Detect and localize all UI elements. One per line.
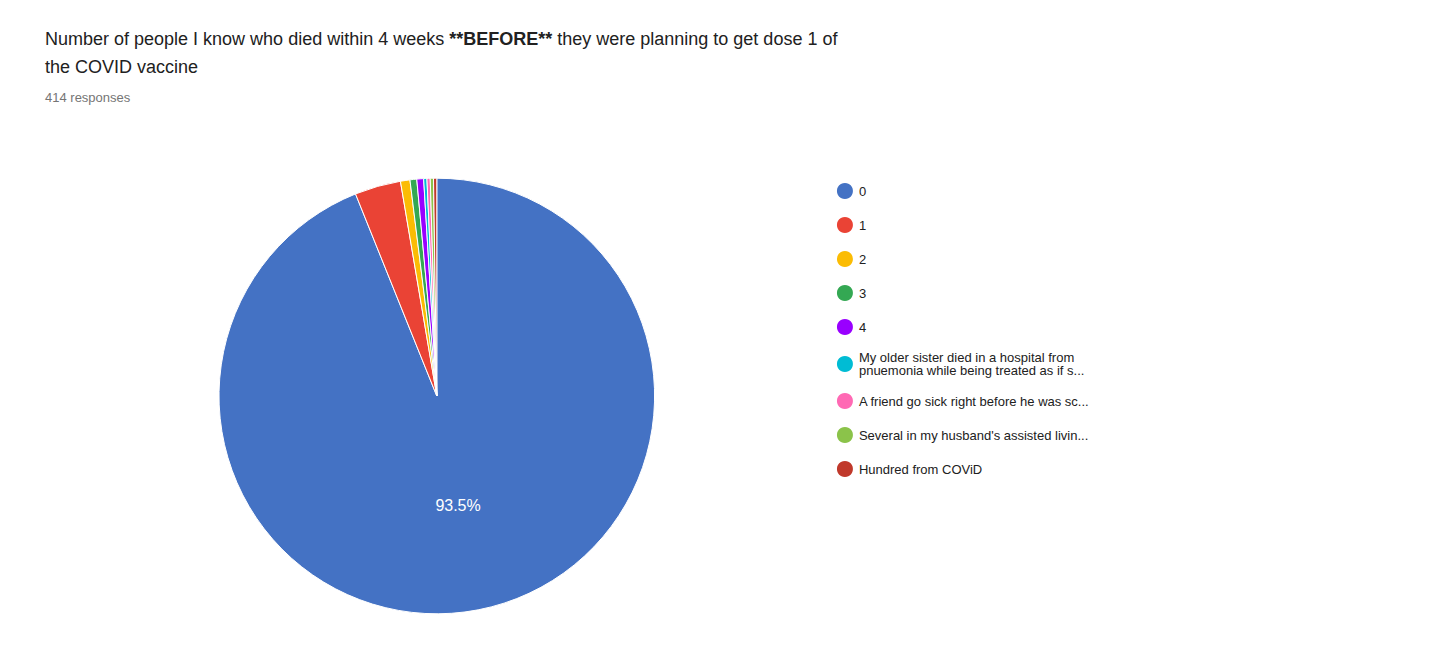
svg-text:1: 1	[859, 218, 866, 233]
svg-text:**BEFORE**: **BEFORE**	[449, 29, 552, 49]
svg-text:the COVID vaccine: the COVID vaccine	[45, 57, 198, 77]
svg-text:0: 0	[859, 184, 866, 199]
svg-text:they were planning to get dose: they were planning to get dose 1 of	[552, 29, 838, 49]
svg-text:Number of people I know who di: Number of people I know who died within …	[45, 29, 449, 49]
svg-text:My older sister died in a hosp: My older sister died in a hospital from	[858, 350, 1075, 365]
svg-text:2: 2	[859, 252, 866, 267]
svg-text:4: 4	[859, 320, 866, 335]
svg-text:Hundred from COViD: Hundred from COViD	[859, 462, 982, 477]
svg-text:3: 3	[859, 286, 866, 301]
svg-text:pnuemonia while being treated: pnuemonia while being treated as if s...	[859, 363, 1084, 378]
svg-text:93.5%: 93.5%	[435, 497, 480, 514]
svg-text:Several in my husband's assist: Several in my husband's assisted livin..…	[859, 428, 1088, 443]
svg-text:A friend go sick right before: A friend go sick right before he was sc.…	[859, 394, 1089, 409]
svg-text:414 responses: 414 responses	[45, 90, 131, 105]
